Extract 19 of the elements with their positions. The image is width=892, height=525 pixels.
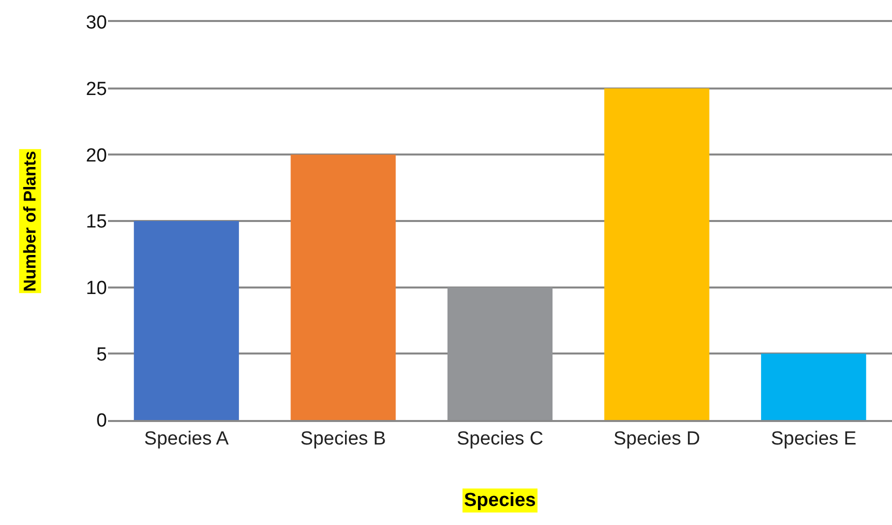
y-tick-label: 15: [86, 212, 107, 233]
y-tick-label: 30: [86, 12, 107, 34]
x-tick-label: Species B: [300, 428, 386, 450]
bar: [447, 287, 553, 420]
x-tick-label: Species E: [770, 428, 856, 450]
y-tick-label: 0: [96, 410, 107, 432]
x-tick-label: Species A: [144, 428, 229, 450]
x-axis-title: Species: [464, 490, 536, 511]
bar: [134, 221, 239, 420]
x-tick-label: Species C: [456, 428, 544, 450]
bar: [604, 88, 710, 420]
y-tick-label: 20: [86, 145, 107, 166]
bar: [761, 354, 866, 420]
bar: [290, 154, 396, 420]
y-axis-title: Number of Plants: [20, 150, 40, 292]
x-tick-label: Species D: [613, 428, 700, 450]
y-tick-label: 5: [96, 344, 107, 366]
y-tick-label: 10: [86, 278, 107, 299]
y-tick-label: 25: [86, 78, 107, 100]
